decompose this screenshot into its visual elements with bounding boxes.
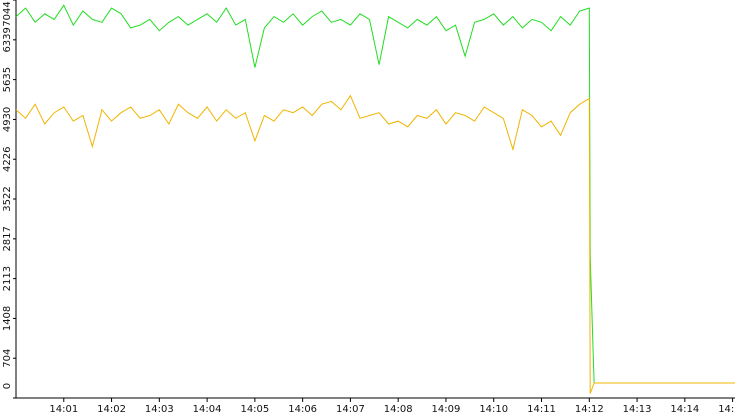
y-tick-label: 2113 (2, 266, 13, 291)
series-line (15, 94, 735, 394)
x-tick-label: 14:04 (193, 404, 222, 415)
x-tick-label: 14:11 (527, 404, 556, 415)
y-tick-label: 6339 (2, 27, 13, 52)
y-tick-label: 704 (2, 349, 13, 368)
x-tick-label: 14:07 (336, 404, 365, 415)
y-tick-label: 4930 (2, 107, 13, 132)
series-line (15, 4, 735, 384)
y-tick-label: 3522 (2, 186, 13, 211)
x-tick-label: 14:14 (670, 404, 699, 415)
x-tick-label: 14:01 (49, 404, 78, 415)
y-tick-label: 0 (2, 383, 13, 389)
x-tick-label: 14:13 (623, 404, 652, 415)
y-tick-label: 7044 (2, 1, 13, 26)
x-tick-label: 14:08 (384, 404, 413, 415)
y-tick-label: 5635 (2, 67, 13, 92)
y-tick-label: 1408 (2, 306, 13, 331)
y-tick-label: 4226 (2, 146, 13, 171)
x-tick-label: 14:15 (718, 404, 735, 415)
x-tick-label: 14:03 (145, 404, 174, 415)
x-tick-label: 14:05 (240, 404, 269, 415)
x-tick-label: 14:09 (432, 404, 461, 415)
x-tick-label: 14:02 (97, 404, 126, 415)
x-tick-label: 14:10 (479, 404, 508, 415)
x-tick-label: 14:06 (288, 404, 317, 415)
y-tick-label: 2817 (2, 226, 13, 251)
x-tick-label: 14:12 (575, 404, 604, 415)
